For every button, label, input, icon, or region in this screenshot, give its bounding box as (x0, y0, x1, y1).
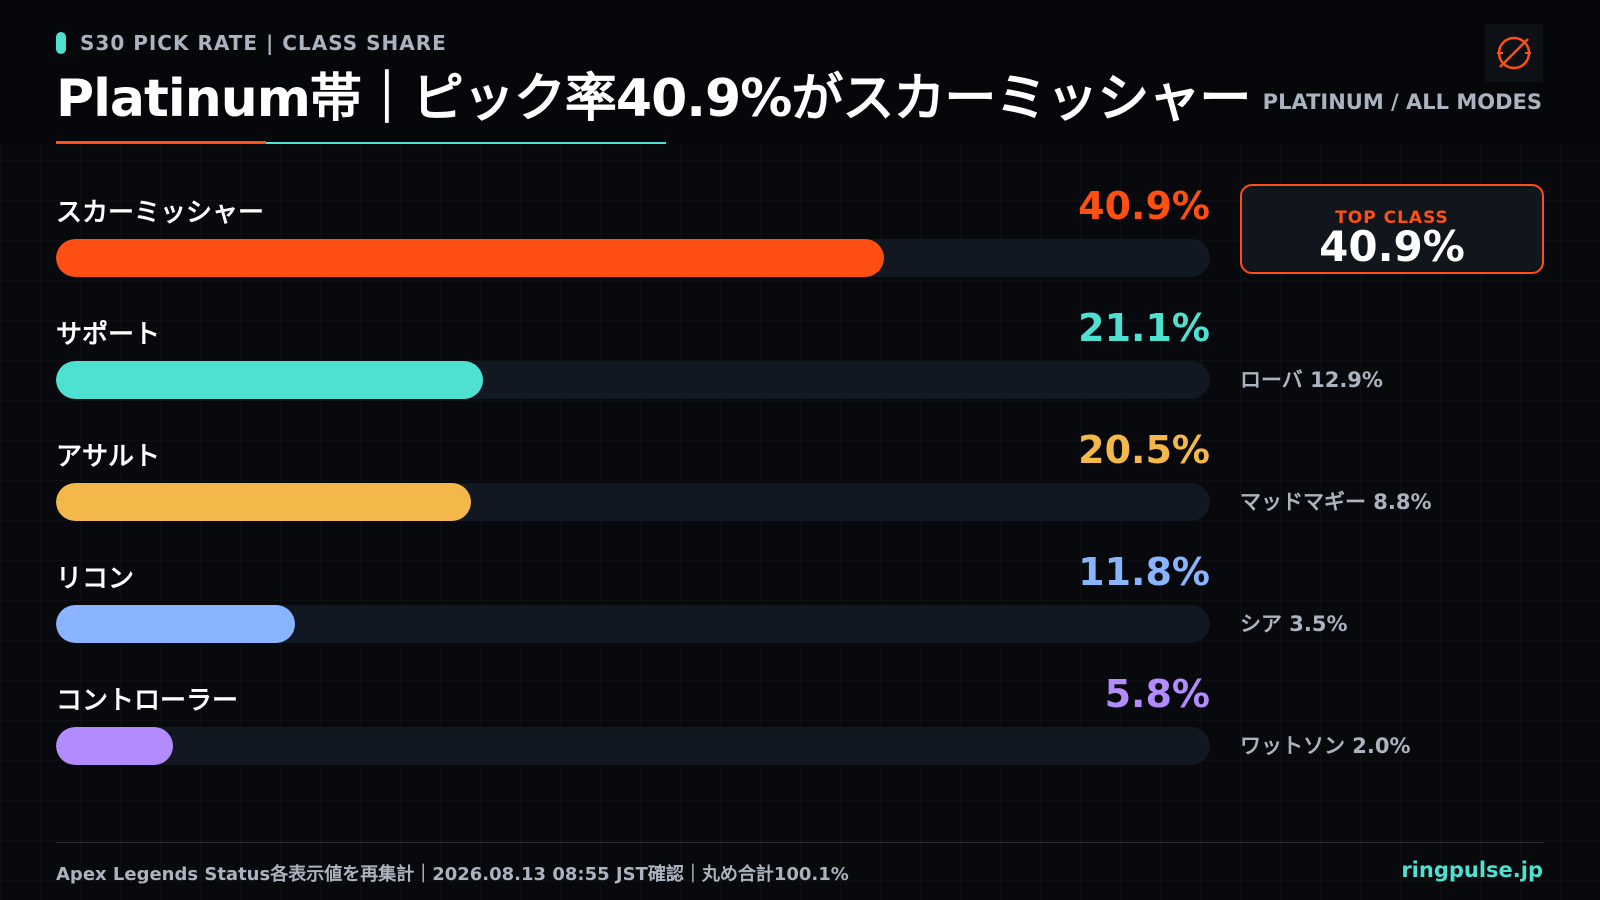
bar-track (56, 483, 1210, 521)
bar-row: アサルト 20.5% (56, 428, 1210, 528)
title-underline-accent (56, 141, 266, 144)
brand-logo (1485, 24, 1543, 82)
bar-category-label: アサルト (56, 442, 161, 472)
side-note-legend-4: ワットソン 2.0% (1240, 734, 1411, 758)
kicker-pill-icon (56, 32, 66, 54)
bar-value-label: 40.9% (1078, 184, 1210, 228)
bar (56, 605, 295, 643)
crossed-circle-logo-icon (1497, 36, 1531, 70)
bar (56, 361, 483, 399)
bar-category-label: スカーミッシャー (56, 198, 265, 228)
bar-track (56, 239, 1210, 277)
filter-label: PLATINUM / ALL MODES (1262, 90, 1542, 114)
bar-track (56, 361, 1210, 399)
bar-row: リコン 11.8% (56, 550, 1210, 650)
side-note-legend-3: シア 3.5% (1240, 612, 1348, 636)
bar-row: コントローラー 5.8% (56, 672, 1210, 772)
bar-value-label: 5.8% (1104, 672, 1210, 716)
bar (56, 727, 173, 765)
footer-site-link[interactable]: ringpulse.jp (1401, 858, 1543, 882)
header-band (0, 0, 1600, 145)
footer-source: Apex Legends Status各表示値を再集計｜2026.08.13 0… (56, 864, 849, 885)
bar-value-label: 11.8% (1078, 550, 1210, 594)
footer-divider (56, 842, 1544, 843)
bar-category-label: コントローラー (56, 686, 239, 716)
bar-value-label: 21.1% (1078, 306, 1210, 350)
bar-track (56, 727, 1210, 765)
bar-row: サポート 21.1% (56, 306, 1210, 406)
top-class-card: TOP CLASS 40.9% (1240, 184, 1544, 274)
bar-row: スカーミッシャー 40.9% (56, 184, 1210, 284)
bar-category-label: リコン (56, 564, 135, 594)
side-note-legend-2: マッドマギー 8.8% (1240, 490, 1432, 514)
title-underline-teal (266, 142, 666, 144)
bar (56, 483, 471, 521)
bar-category-label: サポート (56, 320, 161, 350)
kicker: S30 PICK RATE | CLASS SHARE (56, 31, 447, 55)
side-note-legend-1: ローバ 12.9% (1240, 368, 1383, 392)
bar (56, 239, 884, 277)
top-class-label: TOP CLASS (1335, 208, 1449, 228)
bar-value-label: 20.5% (1078, 428, 1210, 472)
kicker-text: S30 PICK RATE | CLASS SHARE (80, 31, 447, 55)
top-class-value: 40.9% (1319, 222, 1465, 271)
page-title: Platinum帯｜ピック率40.9%がスカーミッシャー (56, 69, 1251, 129)
bar-track (56, 605, 1210, 643)
